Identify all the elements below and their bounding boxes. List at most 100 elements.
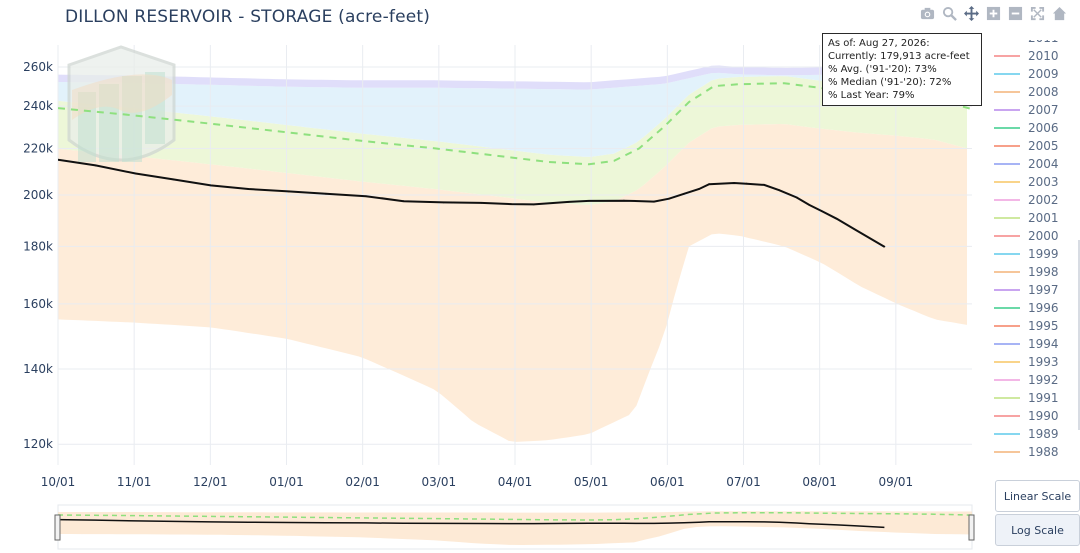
legend-item[interactable]: 2006	[994, 119, 1059, 137]
legend-swatch	[994, 325, 1020, 327]
legend-item[interactable]: 2010	[994, 47, 1059, 65]
legend-item[interactable]: 1997	[994, 281, 1059, 299]
legend-item[interactable]: 1994	[994, 335, 1059, 353]
legend-label: 1990	[1028, 409, 1059, 423]
legend-swatch	[994, 343, 1020, 345]
x-tick-label: 07/01	[726, 475, 761, 489]
legend-item[interactable]: 2004	[994, 155, 1059, 173]
legend-label: 1994	[1028, 337, 1059, 351]
legend-label: 2008	[1028, 85, 1059, 99]
camera-icon[interactable]	[916, 4, 938, 22]
y-tick-label: 220k	[23, 142, 53, 156]
legend-item[interactable]: 2001	[994, 209, 1059, 227]
current-storage-point	[58, 158, 59, 161]
legend-item[interactable]: 1995	[994, 317, 1059, 335]
legend-swatch	[994, 415, 1020, 417]
range-slider[interactable]	[54, 504, 975, 550]
legend-label: 1988	[1028, 445, 1059, 459]
legend-item[interactable]: 1991	[994, 389, 1059, 407]
legend-label: 2010	[1028, 49, 1059, 63]
gridlines	[57, 45, 972, 465]
legend-item[interactable]: 1993	[994, 353, 1059, 371]
legend-label: 1992	[1028, 373, 1059, 387]
legend-label: 1989	[1028, 427, 1059, 441]
hover-last-year: % Last Year: 79%	[828, 90, 915, 101]
log-scale-button[interactable]: Log Scale	[995, 514, 1080, 546]
pan-icon[interactable]	[960, 4, 982, 22]
x-tick-label: 08/01	[802, 475, 837, 489]
legend: 2011 2010 2009 2008 2007 2006 2005 2004 2003 2002…	[990, 40, 1074, 466]
zoom-out-icon[interactable]	[1004, 4, 1026, 22]
x-tick-label: 12/01	[193, 475, 228, 489]
x-tick-label: 03/01	[422, 475, 457, 489]
current-storage-point	[532, 203, 535, 206]
legend-item[interactable]: 1990	[994, 407, 1059, 425]
current-storage-point	[808, 203, 811, 206]
current-storage-point	[365, 195, 367, 198]
legend-item[interactable]: 2000	[994, 227, 1059, 245]
range-slider-median-line	[58, 511, 972, 521]
legend-item[interactable]: 2002	[994, 191, 1059, 209]
x-tick-label: 11/01	[117, 475, 152, 489]
legend-label: 2001	[1028, 211, 1059, 225]
current-storage-point	[883, 245, 886, 248]
legend-scrollbar[interactable]	[1078, 240, 1080, 430]
x-tick-label: 05/01	[574, 475, 609, 489]
current-storage-line[interactable]	[58, 158, 885, 248]
legend-item[interactable]: 1989	[994, 425, 1059, 443]
legend-swatch	[994, 127, 1020, 129]
range-slider-right-handle[interactable]	[968, 514, 975, 541]
current-storage-point	[510, 203, 513, 206]
current-storage-point	[763, 183, 766, 186]
legend-item[interactable]: 2003	[994, 173, 1059, 191]
legend-item[interactable]: 2007	[994, 101, 1059, 119]
legend-swatch	[994, 181, 1020, 183]
legend-item[interactable]: 2009	[994, 65, 1059, 83]
legend-item[interactable]: 1988	[994, 443, 1059, 461]
current-storage-point	[587, 200, 590, 202]
y-tick-label: 200k	[23, 188, 53, 202]
range-slider-left-handle[interactable]	[54, 514, 61, 541]
median-line[interactable]	[58, 82, 972, 166]
hover-median: % Median ('91-'20): 72%	[828, 77, 952, 88]
legend-item[interactable]: 1999	[994, 245, 1059, 263]
watermark-logo	[67, 45, 176, 162]
y-tick-label: 240k	[23, 99, 53, 113]
legend-swatch	[994, 91, 1020, 93]
legend-swatch	[994, 73, 1020, 75]
autoscale-icon[interactable]	[1026, 4, 1048, 22]
legend-item[interactable]: 2011	[994, 40, 1059, 47]
range-slider-current-line	[58, 518, 885, 529]
legend-swatch	[994, 55, 1020, 57]
current-storage-point	[623, 199, 625, 202]
legend-item[interactable]: 1996	[994, 299, 1059, 317]
legend-label: 2007	[1028, 103, 1059, 117]
y-tick-label: 160k	[23, 297, 53, 311]
current-storage-point	[683, 192, 685, 195]
current-storage-point	[325, 192, 327, 195]
hover-current: Currently: 179,913 acre-feet	[828, 51, 970, 62]
legend-label: 2011	[1028, 40, 1059, 45]
legend-swatch	[994, 307, 1020, 309]
legend-item[interactable]: 2005	[994, 137, 1059, 155]
x-tick-label: 10/01	[41, 475, 76, 489]
y-axis: 120k 140k 160k 180k 200k 220k 240k 260k	[23, 60, 53, 451]
current-storage-point	[567, 200, 570, 203]
legend-label: 1999	[1028, 247, 1059, 261]
reset-axes-icon[interactable]	[1048, 4, 1070, 22]
legend-item[interactable]: 1992	[994, 371, 1059, 389]
legend-label: 2004	[1028, 157, 1059, 171]
current-storage-point	[853, 228, 856, 231]
zoom-icon[interactable]	[938, 4, 960, 22]
legend-swatch	[994, 199, 1020, 201]
band-middle-range	[58, 76, 967, 205]
legend-item[interactable]: 1998	[994, 263, 1059, 281]
legend-item[interactable]: 2008	[994, 83, 1059, 101]
chart-title: DILLON RESERVOIR - STORAGE (acre-feet)	[65, 7, 431, 27]
zoom-in-icon[interactable]	[982, 4, 1004, 22]
current-storage-point	[287, 190, 290, 193]
x-axis: 10/01 11/01 12/01 01/01 02/01 03/01 04/01 05/01…	[41, 475, 913, 489]
linear-scale-button[interactable]: Linear Scale	[995, 480, 1080, 512]
legend-label: 1993	[1028, 355, 1059, 369]
y-tick-label: 120k	[23, 437, 53, 451]
